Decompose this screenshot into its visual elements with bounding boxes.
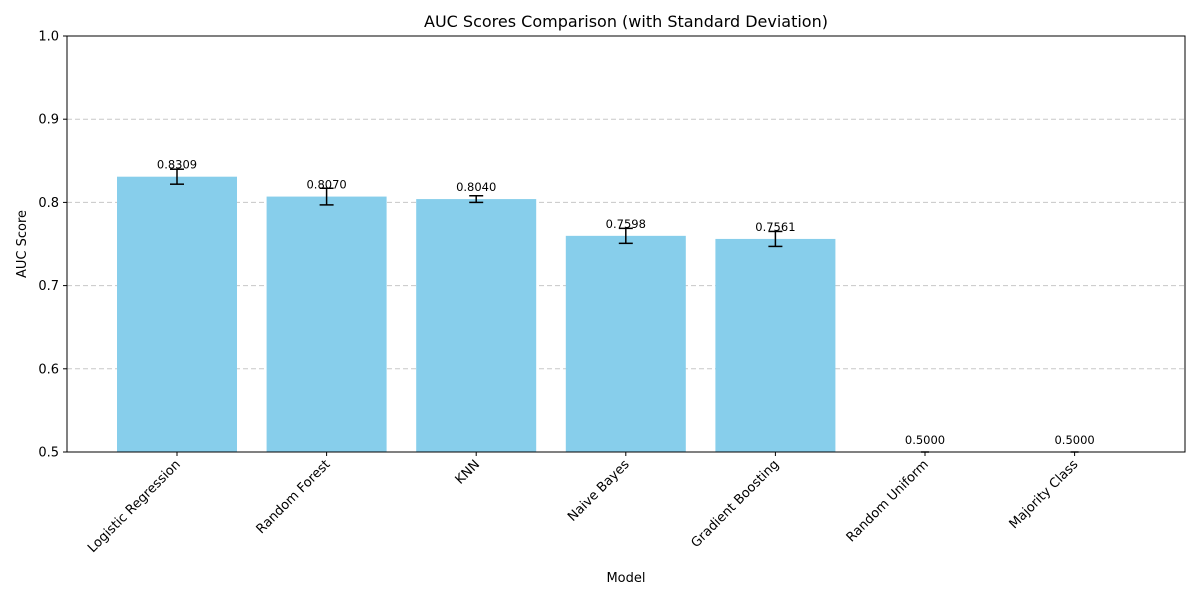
bar (117, 176, 237, 452)
x-axis-label: Model (606, 571, 645, 586)
bar (266, 196, 387, 452)
data-label: 0.7598 (606, 217, 646, 231)
data-labels: 0.8309 0.8070 0.8040 0.7598 0.7561 0.5000 0.50… (157, 158, 1095, 447)
x-tick-label: Logistic Regression (85, 457, 184, 556)
data-label: 0.5000 (905, 433, 945, 447)
y-tick-label: 0.8 (38, 196, 59, 211)
y-tick-label: 0.7 (38, 279, 59, 294)
y-tick-label: 0.9 (38, 113, 59, 128)
bars (117, 176, 836, 452)
y-tick-label: 1.0 (38, 30, 59, 45)
bar (565, 235, 686, 452)
data-label: 0.8309 (157, 158, 197, 172)
chart-title: AUC Scores Comparison (with Standard Dev… (424, 12, 828, 31)
x-tick-label: KNN (453, 457, 483, 487)
y-tick-label: 0.5 (38, 446, 59, 461)
bar (715, 238, 836, 452)
x-axis-ticks: Logistic Regression Random Forest KNN Naive… (85, 452, 1082, 556)
data-label: 0.5000 (1054, 433, 1094, 447)
grid-lines (67, 118, 1185, 370)
y-axis-label: AUC Score (15, 210, 30, 278)
data-label: 0.8040 (456, 180, 496, 194)
x-tick-label: Random Uniform (844, 457, 932, 545)
error-bars (170, 168, 1079, 453)
x-tick-label: Gradient Boosting (689, 457, 783, 551)
x-tick-label: Naive Bayes (565, 457, 633, 525)
data-label: 0.8070 (306, 178, 346, 192)
y-tick-label: 0.6 (38, 362, 59, 377)
bar (416, 199, 537, 452)
x-tick-label: Majority Class (1007, 457, 1082, 532)
y-axis-ticks: 0.5 0.6 0.7 0.8 0.9 1.0 (38, 30, 67, 461)
data-label: 0.7561 (755, 220, 795, 234)
x-tick-label: Random Forest (254, 457, 334, 537)
